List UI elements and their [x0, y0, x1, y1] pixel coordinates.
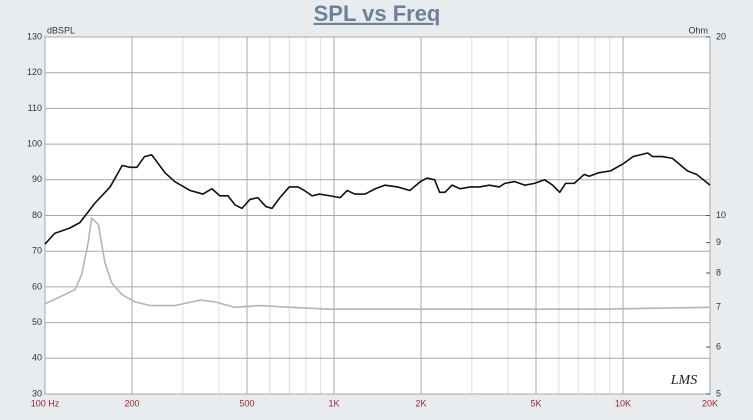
y2-tick-label: 7 [716, 302, 721, 312]
y-tick-label: 110 [28, 103, 42, 113]
y-tick-label: 100 [27, 138, 42, 148]
y-tick-label: 60 [32, 281, 42, 291]
x-tick-label: 10K [615, 398, 631, 408]
y2-tick-label: 9 [716, 237, 721, 247]
series-line [44, 152, 711, 245]
y2-tick-label: 20 [716, 31, 726, 41]
y-axis-label: dBSPL [47, 25, 75, 35]
y2-tick-label: 5 [716, 388, 721, 398]
y-tick-label: 50 [32, 317, 42, 327]
y-tick-label: 130 [27, 31, 42, 41]
watermark: LMS [670, 373, 697, 388]
y-tick-label: 90 [32, 174, 42, 184]
x-tick-label: 5K [530, 398, 541, 408]
y-tick-label: 120 [27, 67, 42, 77]
x-tick-label: 1K [328, 398, 339, 408]
y-tick-label: 30 [32, 388, 42, 398]
x-tick-label: 500 [239, 398, 254, 408]
x-tick-label: 2K [415, 398, 426, 408]
x-tick-label: 20K [702, 398, 718, 408]
x-tick-label: 200 [124, 398, 139, 408]
y2-tick-label: 10 [716, 210, 726, 220]
y-tick-label: 80 [32, 210, 42, 220]
chart-title: SPL vs Freq [314, 1, 441, 26]
y-tick-label: 40 [32, 353, 42, 363]
x-tick-label: 100 Hz [31, 398, 60, 408]
y2-tick-label: 8 [716, 267, 721, 277]
y2-axis-label: Ohm [688, 25, 708, 35]
y2-tick-label: 6 [716, 341, 721, 351]
y-tick-label: 70 [32, 246, 42, 256]
series-line [44, 217, 711, 310]
